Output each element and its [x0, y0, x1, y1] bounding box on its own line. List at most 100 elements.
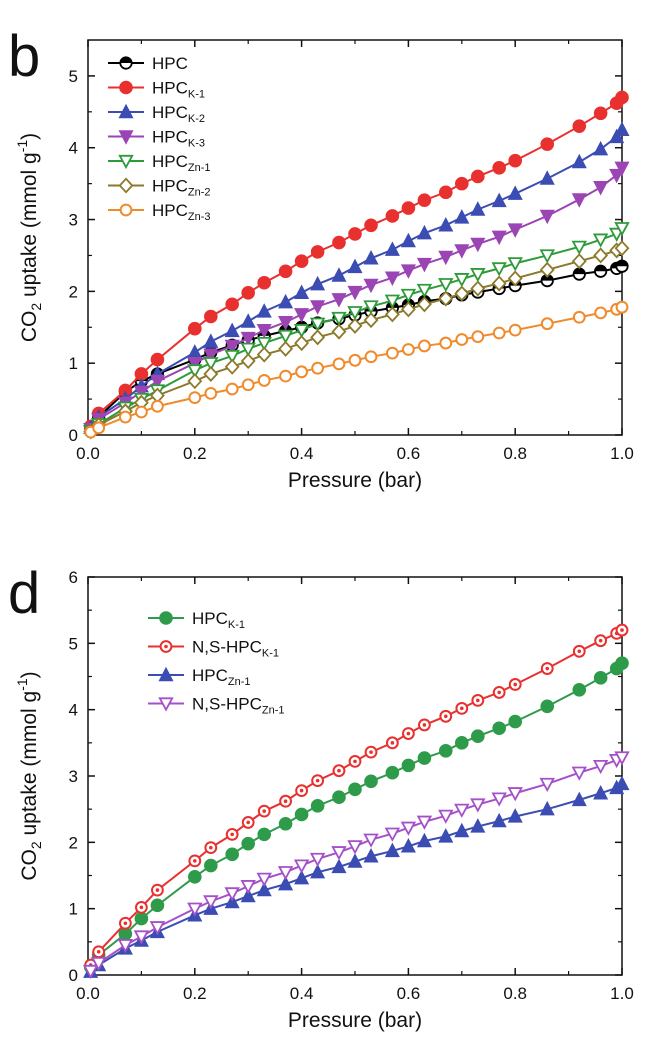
data-point — [508, 153, 522, 168]
data-point — [332, 764, 346, 778]
data-point — [454, 273, 470, 288]
data-point — [438, 185, 453, 200]
data-point — [277, 329, 294, 344]
data-point — [491, 812, 507, 828]
data-point — [540, 317, 554, 331]
data-point — [539, 800, 555, 816]
legend-label: HPCK-1 — [192, 609, 245, 631]
x-tick-label: 0.8 — [503, 984, 527, 1003]
legend-label: HPCZn-2 — [152, 177, 211, 199]
data-point — [572, 310, 586, 324]
y-tick-label: 4 — [69, 139, 78, 158]
data-point — [256, 881, 272, 897]
data-point — [492, 161, 506, 175]
data-point — [539, 209, 555, 225]
data-point — [188, 321, 202, 336]
legend-label: HPCK-2 — [152, 103, 205, 125]
data-point — [455, 333, 469, 346]
y-tick-label: 1 — [69, 354, 78, 373]
data-point — [203, 365, 219, 382]
data-point — [332, 235, 346, 250]
data-point — [416, 296, 432, 313]
data-point — [416, 832, 432, 848]
data-point — [278, 264, 293, 279]
legend-marker — [159, 640, 173, 653]
data-point — [438, 290, 454, 307]
data-point — [491, 262, 507, 277]
data-point — [508, 323, 522, 337]
data-point — [364, 350, 378, 364]
legend-marker — [119, 80, 133, 95]
data-point — [507, 257, 523, 272]
data-point — [416, 224, 432, 240]
data-point — [295, 365, 309, 379]
data-point — [492, 686, 506, 699]
data-point — [571, 791, 587, 807]
data-point — [454, 822, 470, 838]
data-point — [311, 774, 325, 788]
legend-marker — [118, 130, 134, 145]
x-tick-label: 0.0 — [76, 984, 100, 1003]
data-point — [416, 283, 433, 299]
legend-marker — [118, 103, 134, 119]
data-point — [454, 209, 470, 224]
data-point — [418, 339, 431, 353]
data-point — [295, 784, 309, 797]
data-point — [277, 866, 294, 881]
data-point — [614, 240, 630, 257]
data-point — [256, 336, 272, 352]
data-point — [438, 809, 454, 824]
data-point — [256, 303, 272, 318]
y-tick-label: 2 — [69, 282, 78, 301]
data-point — [331, 293, 347, 308]
data-point — [400, 838, 416, 853]
data-point — [470, 268, 486, 283]
data-point — [310, 300, 326, 315]
series-n-s-hpc-k-1 — [84, 623, 629, 972]
legend-label: N,S-HPCK-1 — [192, 638, 279, 660]
data-point — [592, 759, 609, 775]
data-point — [309, 852, 326, 868]
data-point — [278, 340, 294, 357]
data-point — [384, 827, 401, 842]
data-point — [438, 743, 453, 758]
legend-entry: HPCZn-3 — [108, 201, 211, 223]
data-point — [224, 339, 240, 355]
data-point — [347, 317, 363, 334]
data-point — [593, 106, 608, 121]
legend-entry: HPCK-2 — [108, 103, 205, 125]
data-point — [363, 847, 379, 863]
data-point — [240, 331, 256, 347]
data-point — [187, 373, 203, 390]
data-point — [257, 374, 271, 387]
data-point — [240, 313, 256, 328]
data-point — [347, 840, 363, 855]
data-point — [240, 880, 256, 895]
x-axis-label: Pressure (bar) — [288, 1009, 422, 1032]
data-point — [117, 939, 134, 954]
data-point — [135, 405, 148, 419]
x-tick-label: 0.6 — [397, 984, 421, 1003]
data-point — [471, 693, 485, 707]
legend-marker — [159, 611, 173, 625]
data-point — [257, 827, 272, 842]
data-point — [332, 357, 346, 371]
x-tick-label: 0.0 — [76, 444, 100, 463]
data-point — [539, 261, 555, 278]
data-point — [384, 842, 400, 858]
data-point — [133, 385, 149, 401]
data-point — [614, 222, 630, 237]
legend-marker — [158, 697, 174, 712]
legend-entry: N,S-HPCK-1 — [148, 638, 279, 660]
data-point — [204, 841, 218, 855]
legend-label: N,S-HPCZn-1 — [192, 695, 285, 717]
data-point — [149, 374, 165, 390]
data-point — [224, 322, 240, 338]
data-point — [454, 803, 470, 818]
data-point — [593, 181, 609, 196]
data-point — [384, 271, 400, 287]
data-point — [225, 847, 239, 862]
data-point — [256, 323, 272, 339]
data-point — [256, 872, 272, 887]
